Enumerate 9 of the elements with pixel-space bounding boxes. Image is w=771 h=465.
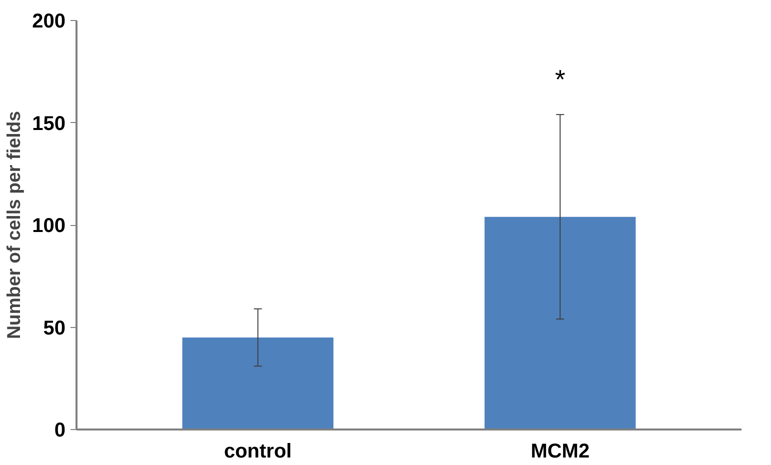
y-tick-label: 150 — [32, 112, 66, 135]
x-tick-label: control — [224, 440, 292, 462]
x-tick-label: MCM2 — [530, 440, 590, 462]
y-axis-title: Number of cells per fields — [3, 110, 24, 340]
y-tick-label: 100 — [32, 215, 66, 237]
annotation: * — [554, 64, 566, 94]
y-tick-label: 0 — [54, 420, 66, 442]
y-tick-label: 200 — [32, 10, 66, 32]
y-tick-label: 50 — [43, 317, 66, 340]
